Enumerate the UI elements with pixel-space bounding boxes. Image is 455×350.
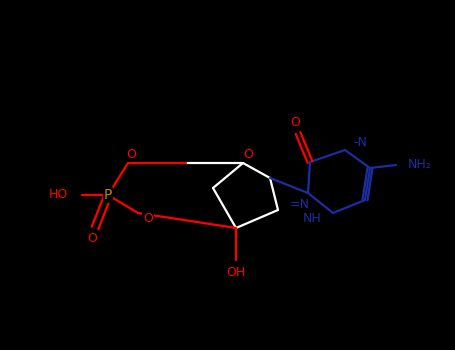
Text: =N: =N — [290, 198, 310, 211]
Text: NH₂: NH₂ — [408, 159, 432, 172]
Text: O: O — [87, 231, 97, 245]
Text: O: O — [290, 117, 300, 130]
Text: -N: -N — [353, 135, 367, 148]
Text: NH: NH — [302, 211, 321, 224]
Text: OH: OH — [227, 266, 246, 279]
Text: O: O — [143, 211, 153, 224]
Text: O: O — [126, 148, 136, 161]
Text: HO: HO — [49, 189, 68, 202]
Text: P: P — [104, 188, 112, 202]
Text: O: O — [243, 148, 253, 161]
